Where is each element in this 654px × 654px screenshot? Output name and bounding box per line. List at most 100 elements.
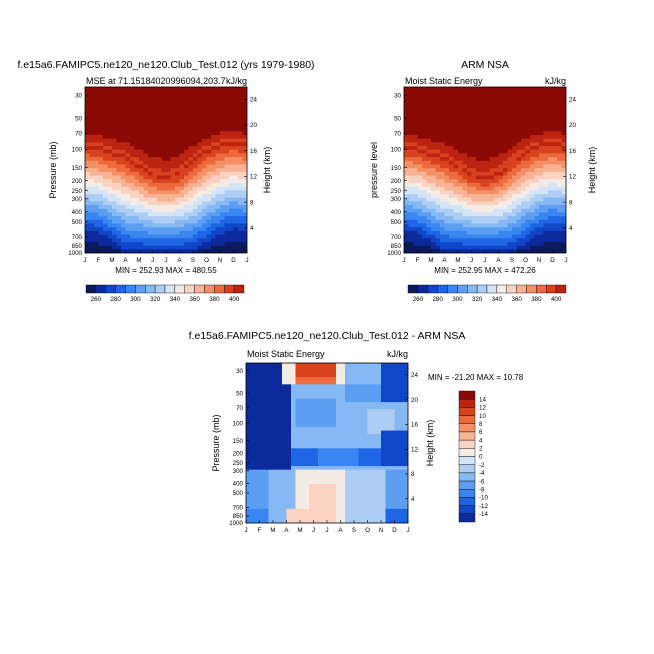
heatmap-cell [116,186,122,191]
heatmap-cell [139,112,145,118]
heatmap-cell [413,193,419,199]
heatmap-cell [116,241,122,247]
heatmap-cell [255,416,261,421]
heatmap-cell [273,455,279,460]
heatmap-cell [206,227,212,232]
heatmap-cell [259,434,265,439]
heatmap-cell [112,87,118,92]
heatmap-cell [404,230,410,236]
heatmap-cell [552,234,558,239]
heatmap-cell [224,112,230,118]
heatmap-cell [476,105,482,110]
heatmap-cell [255,391,261,396]
heatmap-cell [273,395,279,400]
heatmap-cell [224,234,230,239]
heatmap-cell [385,441,391,446]
heatmap-cell [148,245,154,250]
heatmap-cell [116,230,122,236]
heatmap-cell [148,201,154,206]
y-tick-label: 250 [391,188,402,195]
heatmap-cell [349,377,355,382]
heatmap-cell [175,190,181,195]
heatmap-cell [440,120,446,125]
heatmap-cell [107,168,113,173]
heatmap-cell [242,182,247,188]
heatmap-cell [184,223,190,228]
heatmap-cell [385,387,391,393]
heatmap-cell [376,508,382,513]
heatmap-cell [268,455,274,460]
heatmap-cell [543,193,549,199]
heatmap-cell [489,216,495,221]
heatmap-cell [385,498,391,503]
x-tick-label: O [204,257,209,264]
heatmap-cell [143,186,149,191]
heatmap-cell [363,441,369,446]
heatmap-cell [503,164,509,169]
heatmap-cell [255,505,261,510]
heatmap-cell [367,451,373,457]
heatmap-cell [458,109,464,114]
heatmap-cell [417,219,423,225]
heatmap-cell [539,175,545,180]
heatmap-cell [471,160,477,166]
heatmap-cell [255,508,261,513]
heatmap-cell [503,116,509,121]
heatmap-cell [264,434,270,439]
heatmap-cell [440,116,446,121]
heatmap-cell [449,116,455,121]
heatmap-cell [229,197,235,202]
heatmap-cell [354,444,360,449]
heatmap-cell [453,146,459,151]
heatmap-cell [184,109,190,114]
heatmap-cell [175,87,181,92]
heatmap-cell [512,205,518,210]
heatmap-cell [413,138,419,143]
heatmap-cell [188,205,194,210]
heatmap-cell [467,127,473,132]
heatmap-cell [494,146,500,151]
heatmap-cell [206,168,212,173]
heatmap-cell [494,160,500,166]
heatmap-cell [485,168,491,173]
heatmap-cell [238,186,244,191]
heatmap-cell [498,87,504,92]
heatmap-cell [345,412,351,417]
heatmap-cell [539,90,545,95]
heatmap-cell [503,179,509,184]
heatmap-cell [259,448,265,453]
heatmap-cell [413,216,419,221]
heatmap-cell [286,363,292,368]
heatmap-cell [273,441,279,446]
right-title: kJ/kg [387,349,408,359]
heatmap-cell [121,241,127,247]
heatmap-cell [291,391,297,396]
heatmap-cell [202,149,208,154]
heatmap-cell [408,120,414,125]
heatmap-cell [458,223,464,228]
heatmap-cell [94,149,100,154]
heatmap-cell [471,219,477,225]
heatmap-cell [453,105,459,110]
heatmap-cell [376,462,382,467]
heatmap-cell [426,105,432,110]
heatmap-cell [161,175,167,180]
heatmap-cell [534,98,540,103]
heatmap-cell [112,241,118,247]
heatmap-cell [489,179,495,184]
heatmap-cell [322,501,328,506]
heatmap-cell [512,219,518,225]
heatmap-cell [480,238,486,243]
heatmap-cell [193,157,199,162]
heatmap-cell [453,245,459,250]
heatmap-cell [358,462,364,467]
heatmap-cell [422,201,428,206]
heatmap-cell [184,208,190,214]
heatmap-cell [516,197,522,202]
heatmap-cell [503,101,509,107]
heatmap-cell [103,90,109,95]
heatmap-cell [188,230,194,236]
heatmap-cell [268,387,274,393]
heatmap-cell [557,249,563,253]
heatmap-cell [300,451,306,457]
